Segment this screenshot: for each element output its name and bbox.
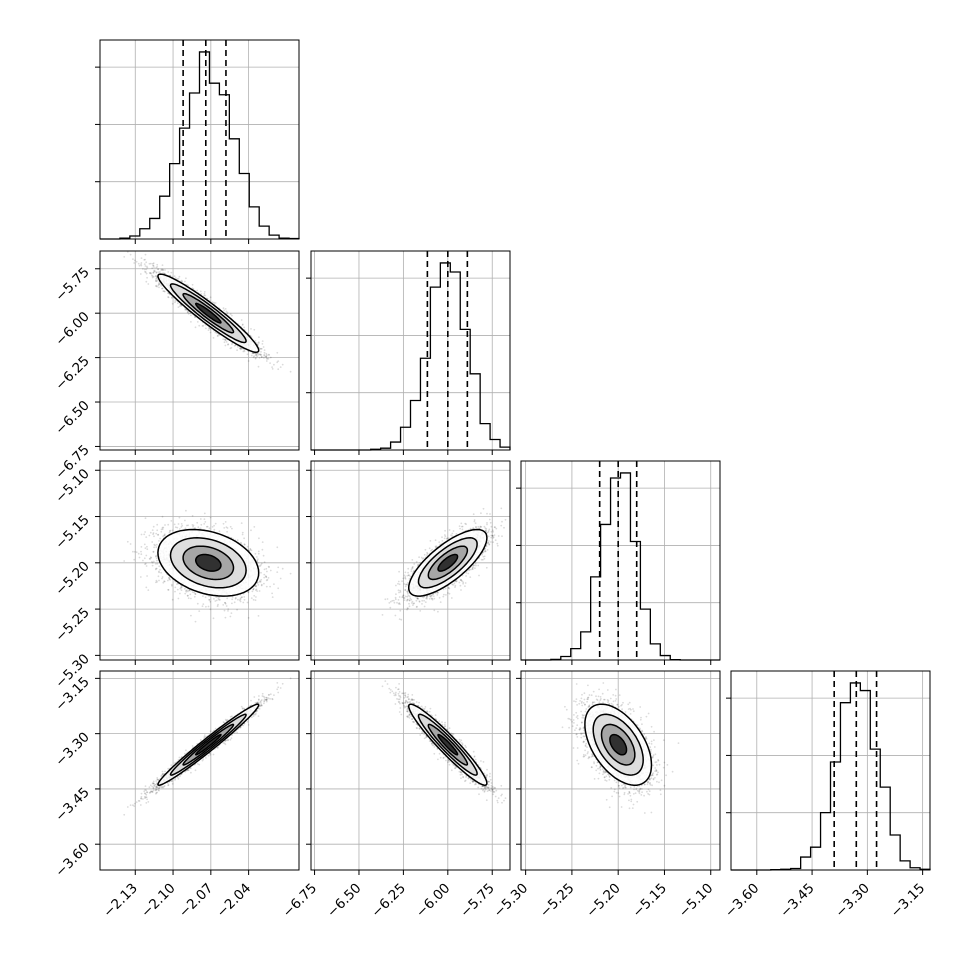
axes-frame — [99, 39, 300, 240]
y-tick-label: −3.60 — [52, 840, 93, 881]
contour-line — [182, 292, 235, 334]
y-tick-label: −6.00 — [52, 309, 93, 350]
contour-line — [169, 713, 247, 776]
x-tick-label: −2.10 — [138, 880, 179, 921]
scatter-panel-3-0 — [123, 677, 292, 816]
contour-line — [194, 553, 222, 572]
y-tick-label: −5.75 — [52, 264, 93, 305]
contour-line — [427, 545, 469, 581]
axes-frame — [520, 670, 721, 871]
contour-line — [592, 713, 644, 776]
contour-line — [417, 537, 478, 589]
contour-line — [157, 703, 260, 786]
x-tick-label: −3.45 — [777, 880, 818, 921]
x-tick-label: −6.00 — [413, 880, 454, 921]
x-tick-label: −2.13 — [100, 880, 141, 921]
contour-line — [169, 283, 247, 344]
axes-frame — [99, 250, 300, 451]
contour-line — [417, 713, 478, 776]
x-tick-label: −2.07 — [176, 880, 217, 921]
hist-panel-0 — [95, 40, 300, 240]
density-fill — [195, 554, 221, 572]
axes-frame — [99, 670, 300, 871]
contour-line — [157, 273, 260, 354]
x-tick-label: −5.30 — [491, 880, 532, 921]
contour-line — [427, 723, 469, 766]
hist-panel-1 — [306, 251, 511, 451]
histogram-step — [100, 51, 300, 240]
scatter-panel-2-1 — [381, 507, 507, 621]
y-tick-label: −5.25 — [52, 605, 93, 646]
y-tick-label: −5.15 — [52, 512, 93, 553]
hist-panel-2 — [516, 461, 720, 661]
contour-line — [182, 723, 235, 766]
x-tick-label: −6.25 — [368, 880, 409, 921]
scatter-panel-1-0 — [123, 251, 292, 373]
x-tick-label: −6.50 — [324, 880, 365, 921]
contour-line — [437, 733, 459, 756]
y-tick-label: −3.45 — [52, 784, 93, 825]
axes-frame — [310, 670, 511, 871]
axes-frame — [520, 460, 721, 661]
density-fill — [438, 734, 458, 755]
scatter-panel-3-2 — [561, 682, 680, 814]
x-tick-label: −3.60 — [722, 880, 763, 921]
scatter-panel-2-0 — [123, 509, 292, 623]
axes-frame — [310, 460, 511, 661]
x-tick-label: −5.25 — [537, 880, 578, 921]
contour-line — [584, 703, 653, 786]
contour-line — [407, 703, 488, 786]
histogram-step — [731, 682, 931, 871]
contour-line — [437, 553, 459, 572]
contour-line — [194, 733, 222, 756]
x-tick-label: −5.10 — [676, 880, 717, 921]
contour-line — [182, 545, 235, 581]
axes-frame — [310, 250, 511, 451]
x-tick-label: −3.30 — [832, 880, 873, 921]
density-fill — [438, 554, 458, 572]
axes-frame — [99, 460, 300, 661]
contour-line — [600, 723, 636, 766]
histogram-step — [521, 472, 720, 661]
x-tick-label: −6.75 — [280, 880, 321, 921]
x-tick-label: −5.15 — [630, 880, 671, 921]
x-tick-label: −2.04 — [214, 880, 255, 921]
x-tick-label: −5.75 — [457, 880, 498, 921]
x-tick-label: −3.15 — [888, 880, 929, 921]
histogram-step — [311, 262, 511, 451]
contour-line — [609, 733, 628, 756]
contour-line — [407, 528, 488, 597]
axes-frame — [730, 670, 931, 871]
contour-line — [157, 528, 260, 597]
y-tick-label: −5.20 — [52, 558, 93, 599]
scatter-panel-3-1 — [381, 680, 507, 804]
contour-line — [194, 302, 222, 324]
density-fill — [195, 303, 221, 323]
y-tick-label: −3.30 — [52, 729, 93, 770]
y-tick-label: −6.50 — [52, 398, 93, 439]
x-tick-label: −5.20 — [583, 880, 624, 921]
contour-line — [169, 537, 247, 589]
y-tick-label: −6.25 — [52, 353, 93, 394]
density-fill — [195, 734, 221, 755]
